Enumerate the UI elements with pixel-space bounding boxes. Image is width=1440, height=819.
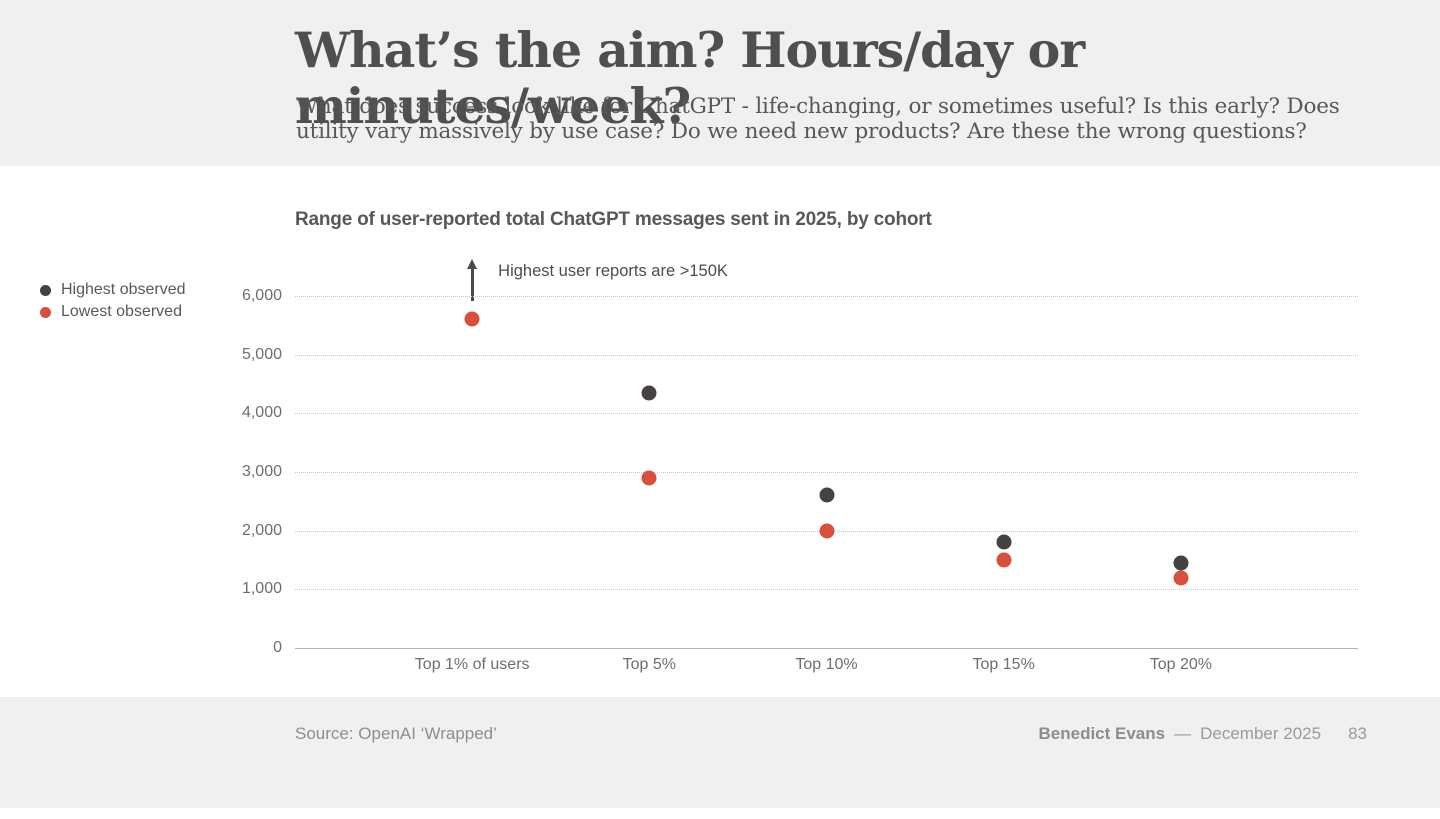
chart-title: Range of user-reported total ChatGPT mes… [295, 209, 932, 230]
data-point-highest-observed-4 [996, 534, 1012, 550]
legend-label-highest: Highest observed [61, 281, 186, 298]
y-tick-label: 0 [273, 639, 282, 656]
y-tick-label: 4,000 [241, 404, 282, 422]
legend-item-highest-observed: Highest observed [40, 281, 186, 299]
page-subtitle: What does success look like for ChatGPT … [296, 94, 1340, 145]
x-tick-label: Top 20% [1149, 656, 1212, 673]
legend-item-lowest-observed: Lowest observed [40, 303, 186, 321]
arrow-shaft [470, 267, 474, 301]
gridline-3000 [295, 472, 1358, 473]
header: What’s the aim? Hours/day or minutes/wee… [0, 0, 1440, 166]
y-tick-label: 3,000 [241, 463, 282, 480]
x-tick-label: Top 10% [795, 656, 858, 673]
data-point-lowest-observed-1 [464, 311, 480, 327]
x-tick-label: Top 15% [972, 656, 1035, 673]
data-point-lowest-observed-3 [819, 523, 834, 539]
arrow-head [466, 259, 477, 269]
y-tick-label: 2,000 [241, 521, 282, 539]
footer-meta: Benedict Evans — December 2025 83 [1039, 724, 1368, 744]
data-point-lowest-observed-2 [641, 470, 657, 486]
legend-label-lowest: Lowest observed [61, 303, 182, 320]
x-tick-label: Top 1% of users [414, 656, 530, 673]
data-point-highest-observed-5 [1173, 555, 1189, 571]
author-name: Benedict Evans [1038, 724, 1166, 743]
footer-date: December 2025 [1200, 724, 1322, 743]
lowest-observed-dot-icon [40, 306, 51, 318]
gridline-5000 [295, 354, 1358, 356]
page-number: 83 [1348, 724, 1367, 743]
y-tick-label: 1,000 [241, 580, 282, 598]
data-point-highest-observed-3 [819, 487, 834, 503]
x-axis-line [295, 648, 1358, 649]
footer: Source: OpenAI ‘Wrapped’ Benedict Evans … [0, 697, 1440, 808]
gridline-1000 [295, 589, 1358, 591]
y-tick-label: 5,000 [241, 345, 282, 363]
page-title: What’s the aim? Hours/day or minutes/wee… [295, 21, 1085, 136]
legend: Highest observed Lowest observed [40, 281, 186, 325]
data-point-lowest-observed-5 [1173, 570, 1189, 586]
y-tick-label: 6,000 [241, 287, 282, 304]
plot-area: Highest user reports are >150K 0 1,000 2,0… [242, 259, 1358, 673]
data-point-lowest-observed-4 [996, 552, 1012, 568]
data-point-highest-observed-2 [641, 385, 657, 401]
x-tick-label: Top 5% [622, 656, 677, 673]
separator-dash: — [1174, 724, 1192, 743]
annotation-text: Highest user reports are >150K [498, 262, 728, 280]
gridline-4000 [295, 413, 1358, 415]
highest-observed-dot-icon [40, 284, 51, 296]
gridline-6000 [295, 296, 1358, 297]
source-text: Source: OpenAI ‘Wrapped’ [295, 724, 497, 743]
